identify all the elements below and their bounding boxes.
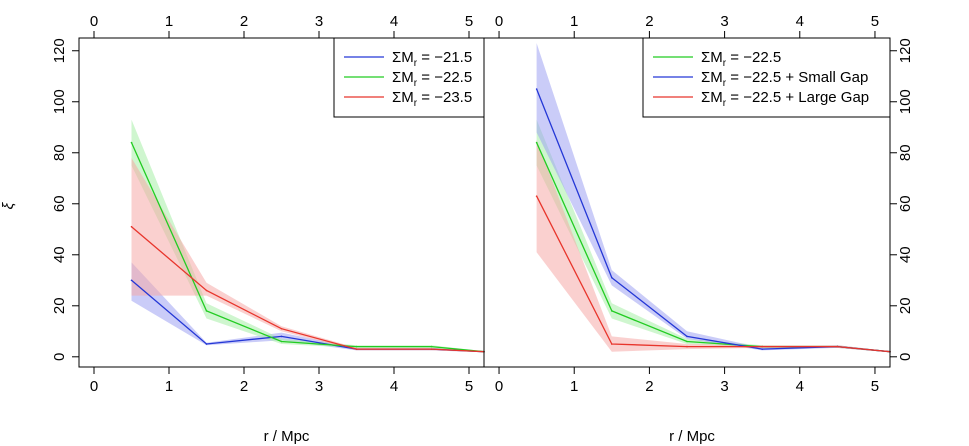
legend-label-subscript: r [414, 58, 418, 69]
y-tick-label: 100 [51, 89, 68, 114]
legend-label-main: ΣM [392, 49, 414, 66]
data-point [761, 345, 763, 348]
series-line-3 [536, 195, 891, 353]
y-tick-label: 60 [897, 195, 914, 212]
legend-label-rest: = −22.5 [726, 49, 781, 66]
data-point [130, 225, 133, 228]
data-point [205, 289, 208, 292]
x-tick-label: 3 [315, 378, 323, 395]
x-axis-label: r / Mpc [264, 428, 310, 445]
data-point [686, 335, 688, 338]
x-tick-label: 4 [390, 378, 398, 395]
legend-label-main: ΣM [392, 89, 414, 106]
y-tick-label: 20 [51, 297, 68, 314]
y-tick-label: 120 [51, 38, 68, 63]
data-point [686, 340, 688, 343]
x-tick-label: 1 [165, 378, 173, 395]
y-tick-label: 0 [897, 353, 914, 361]
x-top-tick-label: 3 [315, 13, 323, 30]
x-top-tick-label: 3 [720, 13, 728, 30]
legend-label-rest: = −22.5 [417, 69, 472, 86]
data-point [611, 343, 613, 345]
y-tick-label: 80 [897, 144, 914, 161]
data-point [535, 195, 538, 197]
data-point [205, 343, 208, 345]
x-top-tick-label: 2 [240, 13, 248, 30]
x-tick-label: 4 [796, 378, 804, 395]
data-point [280, 335, 283, 338]
x-top-tick-label: 5 [871, 13, 879, 30]
data-point [430, 345, 433, 348]
legend-label-rest: = −23.5 [417, 89, 472, 106]
data-point [355, 348, 358, 350]
legend-label-main: ΣM [701, 89, 723, 106]
legend-label: ΣMr = −21.5 [392, 49, 472, 69]
x-tick-label: 0 [90, 378, 98, 395]
legend-label-main: ΣM [392, 69, 414, 86]
x-tick-label: 2 [645, 378, 653, 395]
legend-label: ΣMr = −22.5 + Large Gap [701, 89, 869, 109]
data-point [205, 310, 208, 312]
legend-label-rest: = −22.5 + Large Gap [726, 89, 869, 106]
y-tick-label: 120 [897, 38, 914, 63]
x-top-tick-label: 4 [390, 13, 398, 30]
x-top-tick-label: 1 [570, 13, 578, 30]
legend-label-main: ΣM [701, 69, 723, 86]
x-tick-label: 5 [871, 378, 879, 395]
series-line-3 [131, 226, 485, 353]
legend-label: ΣMr = −23.5 [392, 89, 472, 109]
data-point [611, 276, 613, 279]
y-tick-label: 80 [51, 144, 68, 161]
x-top-tick-label: 0 [495, 13, 503, 30]
data-point [836, 345, 839, 348]
y-tick-label: 40 [51, 246, 68, 263]
y-tick-label: 40 [897, 246, 914, 263]
data-point [280, 327, 283, 330]
data-point [130, 141, 133, 144]
y-tick-label: 0 [51, 353, 68, 361]
data-point [535, 88, 538, 90]
legend-label: ΣMr = −22.5 [392, 69, 472, 89]
y-tick-label: 100 [897, 89, 914, 114]
series-line-2 [130, 142, 485, 353]
x-axis-label: r / Mpc [669, 428, 715, 445]
legend-label-subscript: r [723, 98, 727, 109]
legend-label-rest: = −22.5 + Small Gap [726, 69, 868, 86]
legend-label: ΣMr = −22.5 [701, 49, 781, 69]
confidence-band-2 [131, 119, 484, 353]
legend-label-subscript: r [723, 78, 727, 89]
x-tick-label: 1 [570, 378, 578, 395]
legend-label: ΣMr = −22.5 + Small Gap [701, 69, 868, 89]
confidence-band-3 [536, 140, 890, 353]
data-point [130, 279, 133, 282]
data-point [355, 345, 358, 348]
x-top-tick-label: 0 [90, 13, 98, 30]
legend-label-subscript: r [723, 58, 727, 69]
legend-label-subscript: r [414, 78, 418, 89]
y-tick-label: 20 [897, 297, 914, 314]
x-top-tick-label: 4 [796, 13, 804, 30]
x-top-tick-label: 2 [645, 13, 653, 30]
x-top-tick-label: 5 [465, 13, 473, 30]
legend-label-rest: = −21.5 [417, 49, 472, 66]
legend-label-main: ΣM [701, 49, 723, 66]
data-point [430, 348, 433, 350]
data-point [535, 141, 538, 144]
legend-label-subscript: r [414, 98, 418, 109]
y-tick-label: 60 [51, 195, 68, 212]
x-tick-label: 0 [495, 378, 503, 395]
x-tick-label: 5 [465, 378, 473, 395]
data-point [686, 345, 688, 348]
x-tick-label: 2 [240, 378, 248, 395]
data-point [761, 348, 763, 350]
data-point [280, 340, 283, 343]
y-axis-label: ξ [0, 201, 17, 209]
data-point [611, 310, 613, 312]
x-tick-label: 3 [720, 378, 728, 395]
x-top-tick-label: 1 [165, 13, 173, 30]
